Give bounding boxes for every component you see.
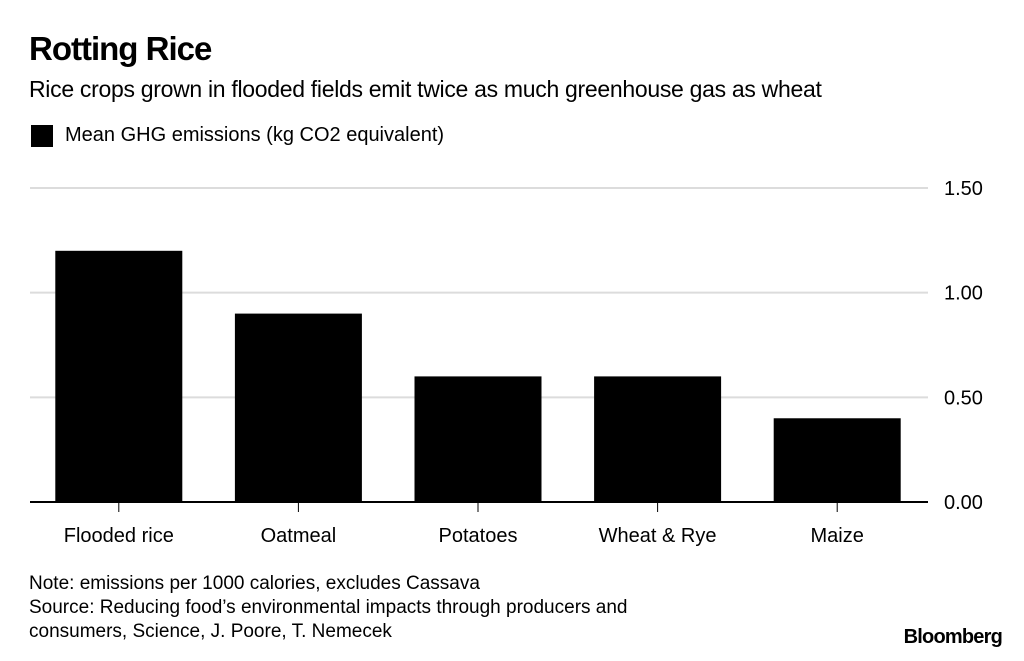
legend-swatch — [31, 124, 53, 147]
x-tick-label: Oatmeal — [261, 525, 337, 547]
legend-label: Mean GHG emissions (kg CO2 equivalent) — [65, 124, 445, 146]
y-tick-label: 0.00 — [944, 492, 983, 514]
y-tick-label: 1.50 — [944, 178, 983, 200]
bar — [414, 376, 542, 502]
x-tick-label: Maize — [811, 525, 864, 547]
chart-title: Rotting Rice — [29, 30, 212, 67]
bar — [594, 376, 722, 502]
x-tick-label: Wheat & Rye — [599, 525, 717, 547]
bar — [773, 418, 901, 502]
y-tick-label: 1.00 — [944, 283, 983, 305]
footnote: Note: emissions per 1000 calories, exclu… — [29, 572, 628, 644]
x-tick-label: Potatoes — [439, 525, 518, 547]
source-line-1: Source: Reducing food’s environmental im… — [29, 597, 628, 618]
y-tick-label: 0.50 — [944, 387, 983, 409]
source-line-2: consumers, Science, J. Poore, T. Nemecek — [29, 621, 392, 642]
bloomberg-logo: Bloomberg — [903, 626, 1003, 648]
bar — [55, 250, 183, 502]
legend: Mean GHG emissions (kg CO2 equivalent) — [31, 124, 444, 147]
bar — [234, 313, 362, 502]
note-text: Note: emissions per 1000 calories, exclu… — [29, 573, 480, 594]
chart-subtitle: Rice crops grown in flooded fields emit … — [29, 76, 822, 102]
x-tick-label: Flooded rice — [64, 525, 174, 547]
